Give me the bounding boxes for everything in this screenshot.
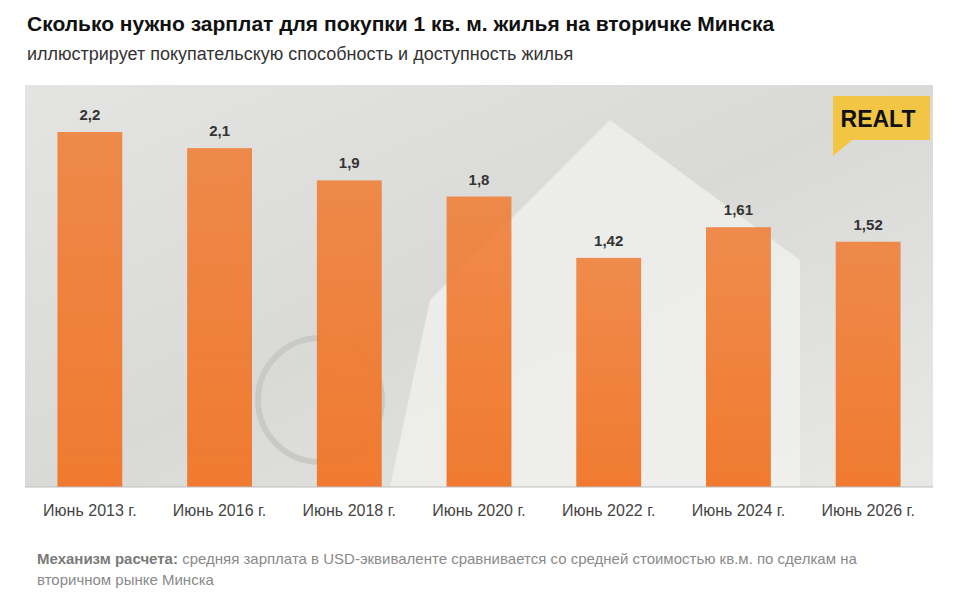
x-tick-label: Июнь 2022 г.	[562, 502, 655, 519]
bar	[706, 227, 771, 487]
logo-bg	[833, 96, 930, 156]
bars	[57, 132, 900, 487]
x-tick-label: Июнь 2013 г.	[43, 502, 136, 519]
data-label: 1,42	[594, 232, 623, 249]
logo: REALT	[833, 96, 930, 156]
chart: REALT 2,2 Июнь 2013 г. 2,1 Июнь 2016 г. 1,9 Ию…	[0, 0, 967, 540]
x-tick-label: Июнь 2018 г.	[303, 502, 396, 519]
data-label: 1,9	[339, 154, 360, 171]
house-shape	[390, 120, 800, 487]
title: Сколько нужно зарплат для покупки 1 кв. …	[27, 12, 774, 36]
background	[25, 85, 933, 487]
data-label: 2,2	[79, 106, 100, 123]
bar	[317, 180, 382, 487]
bar	[57, 132, 122, 487]
bar	[836, 242, 901, 487]
x-tick-label: Июнь 2016 г.	[173, 502, 266, 519]
data-label: 1,8	[469, 171, 490, 188]
logo-text: REALT	[841, 106, 916, 132]
footnote: Механизм расчета: средняя зарплата в USD…	[37, 548, 927, 590]
x-tick-label: Июнь 2024 г.	[692, 502, 785, 519]
subtitle: иллюстрирует покупательскую способность …	[27, 44, 573, 65]
bar	[576, 258, 641, 487]
baseline	[25, 487, 933, 488]
x-tick-label: Июнь 2026 г.	[821, 502, 914, 519]
bar	[187, 148, 252, 487]
bar	[447, 197, 512, 487]
x-tick-label: Июнь 2020 г.	[432, 502, 525, 519]
footnote-label: Механизм расчета:	[37, 550, 178, 567]
data-label: 1,61	[724, 201, 753, 218]
data-label: 1,52	[854, 216, 883, 233]
data-label: 2,1	[209, 122, 230, 139]
